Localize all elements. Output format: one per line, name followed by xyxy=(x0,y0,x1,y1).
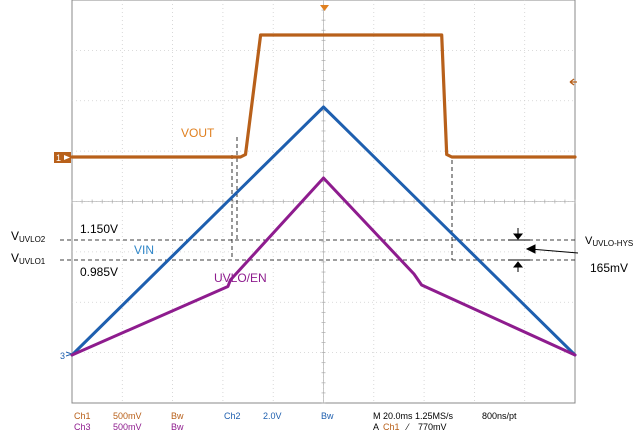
ch1-marker-label: 1 xyxy=(56,153,61,163)
ch3-ground-marker: 3 xyxy=(60,351,74,361)
readout-trigger-level: 770mV xyxy=(418,422,447,432)
vuvlo-hys-annotation: VUVLO-HYS xyxy=(585,235,633,248)
readout-trigger-slope: ⁄ xyxy=(405,422,410,432)
readout-ch3-scale: 500mV xyxy=(113,422,142,432)
uvlo-en-trace xyxy=(70,176,577,357)
hys-value: 165mV xyxy=(590,261,628,275)
vuvlo2-base: V xyxy=(11,229,19,243)
hysteresis-bracket xyxy=(508,228,579,272)
ch3-marker-label: 3 xyxy=(60,351,65,361)
trigger-level-marker xyxy=(569,78,577,86)
ch1-ground-marker: 1 xyxy=(54,152,71,163)
graticule xyxy=(71,0,576,404)
readout-ch1-scale: 500mV xyxy=(113,411,142,421)
vuvlo2-sub: UVLO2 xyxy=(19,235,46,244)
uvlo-en-label: UVLO/EN xyxy=(214,271,267,285)
readout-ch2-scale: 2.0V xyxy=(263,411,282,421)
scope-readout: Ch1 500mV Bw Ch2 2.0V Bw M 20.0ms 1.25MS… xyxy=(74,411,517,432)
threshold-guides xyxy=(60,137,575,261)
vuvlo2-value: 1.150V xyxy=(80,222,118,236)
vuvlo1-value: 0.985V xyxy=(80,265,118,279)
vout-label: VOUT xyxy=(181,126,215,140)
hys-sub: UVLO-HYS xyxy=(592,239,633,248)
readout-ch2-bw: Bw xyxy=(321,411,334,421)
readout-ch2: Ch2 xyxy=(224,411,241,421)
readout-trigger-mode: A xyxy=(373,422,379,432)
readout-ch1: Ch1 xyxy=(74,411,91,421)
vuvlo1-annotation: VUVLO1 xyxy=(11,251,46,266)
vin-trace xyxy=(70,105,577,357)
readout-ch3: Ch3 xyxy=(74,422,91,432)
vuvlo1-base: V xyxy=(11,251,19,265)
readout-timebase: M 20.0ms 1.25MS/s xyxy=(373,411,454,421)
vuvlo1-sub: UVLO1 xyxy=(19,257,46,266)
vuvlo2-annotation: VUVLO2 xyxy=(11,229,46,244)
vout-trace xyxy=(70,33,577,159)
vin-label: VIN xyxy=(134,243,154,257)
readout-ch1-bw: Bw xyxy=(171,411,184,421)
readout-rate: 800ns/pt xyxy=(482,411,517,421)
trigger-position-marker xyxy=(320,5,329,11)
hys-base: V xyxy=(585,235,593,247)
readout-ch3-bw: Bw xyxy=(171,422,184,432)
readout-trigger-channel: Ch1 xyxy=(383,422,400,432)
waveforms xyxy=(70,33,577,357)
